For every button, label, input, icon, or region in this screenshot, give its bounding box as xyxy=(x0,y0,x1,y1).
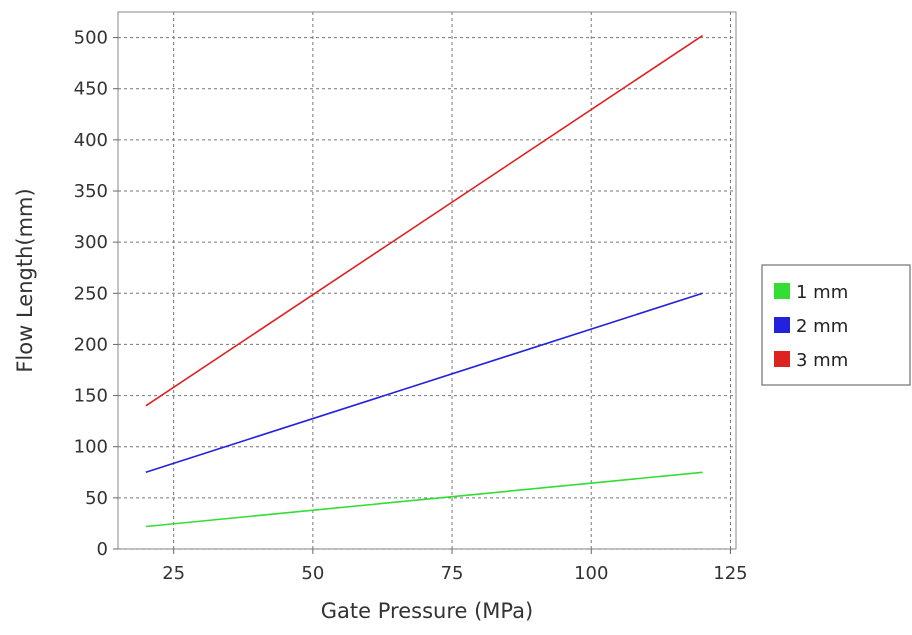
legend-swatch-3 xyxy=(774,351,790,367)
y-tick-label: 0 xyxy=(97,539,108,560)
x-axis-label: Gate Pressure (MPa) xyxy=(321,599,533,623)
y-tick-label: 400 xyxy=(74,130,108,151)
legend-label-2: 2 mm xyxy=(796,316,848,337)
y-tick-label: 200 xyxy=(74,334,108,355)
y-tick-label: 500 xyxy=(74,28,108,49)
x-tick-label: 25 xyxy=(162,563,185,584)
x-tick-label: 75 xyxy=(441,563,464,584)
y-tick-label: 350 xyxy=(74,181,108,202)
y-tick-label: 250 xyxy=(74,283,108,304)
x-tick-label: 125 xyxy=(713,563,747,584)
y-axis-label: Flow Length(mm) xyxy=(13,188,37,372)
x-tick-label: 50 xyxy=(301,563,324,584)
series-line-3 xyxy=(145,34,704,407)
series-line-2 xyxy=(145,292,703,474)
plot-area xyxy=(117,11,737,550)
y-tick-label: 100 xyxy=(74,437,108,458)
series-line-1 xyxy=(145,471,703,528)
legend-label-1: 1 mm xyxy=(796,282,848,303)
y-tick-label: 450 xyxy=(74,79,108,100)
x-tick-label: 100 xyxy=(574,563,608,584)
legend: 1 mm 2 mm 3 mm xyxy=(761,264,911,386)
y-tick-label: 150 xyxy=(74,386,108,407)
legend-swatch-1 xyxy=(774,283,790,299)
legend-label-3: 3 mm xyxy=(796,350,848,371)
legend-swatch-2 xyxy=(774,317,790,333)
y-tick-label: 50 xyxy=(85,488,108,509)
y-tick-label: 300 xyxy=(74,232,108,253)
